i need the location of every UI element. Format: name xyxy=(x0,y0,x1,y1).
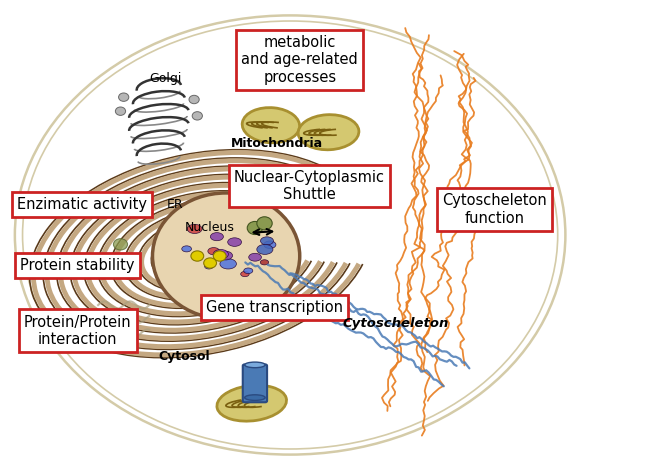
Ellipse shape xyxy=(205,264,213,269)
Ellipse shape xyxy=(115,107,125,116)
Ellipse shape xyxy=(114,239,127,250)
Ellipse shape xyxy=(208,248,220,255)
FancyBboxPatch shape xyxy=(242,364,267,402)
Text: Mitochondria: Mitochondria xyxy=(231,137,324,150)
Ellipse shape xyxy=(260,260,268,265)
Ellipse shape xyxy=(187,224,202,234)
Text: Golgi: Golgi xyxy=(149,72,181,85)
Text: ER: ER xyxy=(166,198,183,211)
Ellipse shape xyxy=(192,112,202,120)
Ellipse shape xyxy=(121,253,133,263)
Ellipse shape xyxy=(240,271,249,277)
Ellipse shape xyxy=(203,258,216,268)
Ellipse shape xyxy=(264,241,276,249)
Ellipse shape xyxy=(191,251,203,261)
Ellipse shape xyxy=(261,237,274,245)
Ellipse shape xyxy=(218,251,233,260)
Ellipse shape xyxy=(244,268,253,274)
Ellipse shape xyxy=(182,246,192,252)
Ellipse shape xyxy=(244,395,265,400)
Text: Cytosol: Cytosol xyxy=(159,350,211,363)
Text: Gene transcription: Gene transcription xyxy=(205,300,343,315)
Text: Protein stability: Protein stability xyxy=(20,258,135,273)
Ellipse shape xyxy=(298,115,359,150)
Ellipse shape xyxy=(124,270,136,280)
Text: Cytoscheleton: Cytoscheleton xyxy=(343,317,449,330)
Text: Nucleus: Nucleus xyxy=(185,221,235,235)
Ellipse shape xyxy=(118,93,129,102)
Ellipse shape xyxy=(257,217,272,230)
Ellipse shape xyxy=(213,250,228,259)
Text: Nuclear-Cytoplasmic
Shuttle: Nuclear-Cytoplasmic Shuttle xyxy=(234,170,385,202)
Text: Cytoscheleton
function: Cytoscheleton function xyxy=(443,193,547,226)
Ellipse shape xyxy=(153,193,300,319)
Text: metabolic
and age-related
processes: metabolic and age-related processes xyxy=(241,35,358,85)
Ellipse shape xyxy=(211,233,224,241)
Text: Protein/Protein
interaction: Protein/Protein interaction xyxy=(24,314,131,347)
Ellipse shape xyxy=(257,244,273,254)
Ellipse shape xyxy=(217,385,287,421)
Ellipse shape xyxy=(220,259,237,269)
Ellipse shape xyxy=(247,221,263,235)
Ellipse shape xyxy=(189,95,199,104)
Ellipse shape xyxy=(242,108,300,143)
Text: Enzimatic activity: Enzimatic activity xyxy=(17,197,147,212)
Ellipse shape xyxy=(249,253,261,261)
Ellipse shape xyxy=(213,251,226,261)
Ellipse shape xyxy=(244,362,265,368)
Ellipse shape xyxy=(227,238,242,246)
